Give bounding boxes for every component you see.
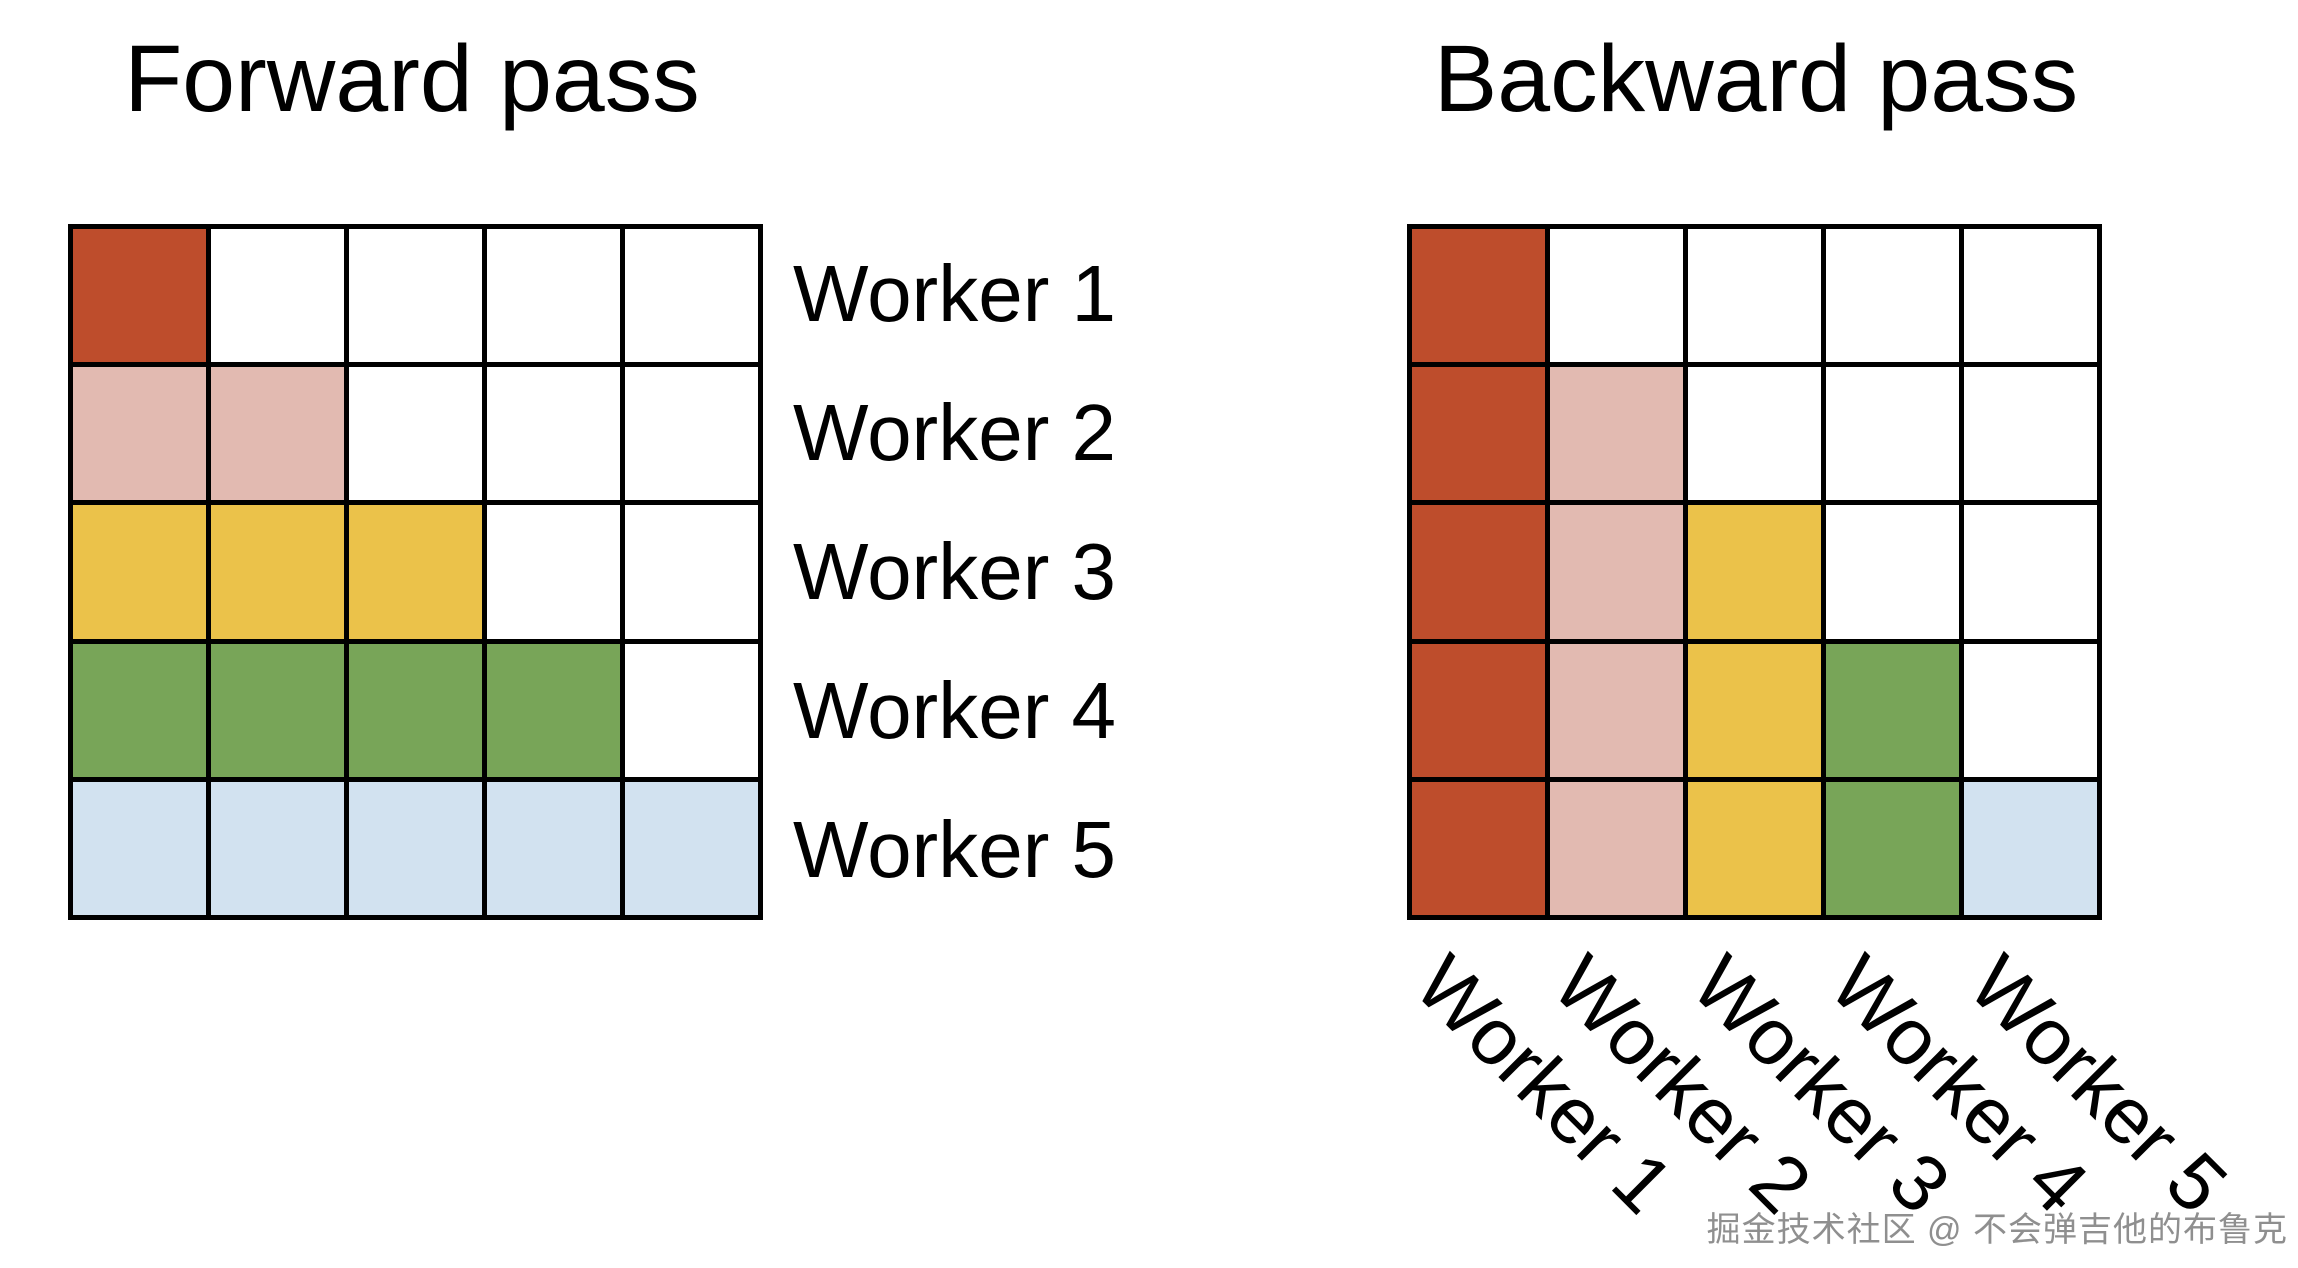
backward-cell-r3c2 (1550, 505, 1683, 639)
backward-cell-r4c2 (1550, 643, 1683, 777)
forward-cell-r5c1 (73, 781, 206, 915)
forward-cell-r3c4 (487, 505, 620, 639)
forward-cell-r4c4 (487, 643, 620, 777)
backward-cell-r5c4 (1826, 781, 1959, 915)
forward-cell-r3c5 (625, 505, 758, 639)
backward-cell-r4c3 (1688, 643, 1821, 777)
backward-pass-grid (1407, 224, 2102, 920)
backward-cell-r3c5 (1964, 505, 2097, 639)
forward-cell-r2c5 (625, 367, 758, 501)
forward-row-label-5: Worker 5 (793, 805, 1117, 895)
backward-cell-r4c1 (1412, 643, 1545, 777)
forward-cell-r2c3 (349, 367, 482, 501)
backward-cell-r2c3 (1688, 367, 1821, 501)
forward-row-label-4: Worker 4 (793, 666, 1117, 756)
forward-cell-r4c1 (73, 643, 206, 777)
backward-cell-r1c2 (1550, 229, 1683, 363)
forward-cell-r2c4 (487, 367, 620, 501)
backward-cell-r3c1 (1412, 505, 1545, 639)
forward-cell-r3c3 (349, 505, 482, 639)
backward-cell-r5c3 (1688, 781, 1821, 915)
forward-cell-r5c3 (349, 781, 482, 915)
forward-cell-r5c2 (211, 781, 344, 915)
backward-cell-r2c2 (1550, 367, 1683, 501)
backward-cell-r2c5 (1964, 367, 2097, 501)
forward-cell-r4c5 (625, 643, 758, 777)
forward-cell-r2c1 (73, 367, 206, 501)
backward-cell-r4c5 (1964, 643, 2097, 777)
forward-row-label-1: Worker 1 (793, 248, 1117, 338)
backward-cell-r5c5 (1964, 781, 2097, 915)
forward-cell-r1c2 (211, 229, 344, 363)
forward-pass-title: Forward pass (124, 26, 700, 132)
forward-cell-r2c2 (211, 367, 344, 501)
forward-pass-grid (68, 224, 763, 920)
forward-cell-r5c4 (487, 781, 620, 915)
forward-cell-r1c1 (73, 229, 206, 363)
watermark-text: 掘金技术社区 @ 不会弹吉他的布鲁克 (1706, 1211, 2288, 1249)
backward-cell-r1c1 (1412, 229, 1545, 363)
backward-cell-r3c4 (1826, 505, 1959, 639)
forward-cell-r3c2 (211, 505, 344, 639)
forward-cell-r4c2 (211, 643, 344, 777)
forward-cell-r1c3 (349, 229, 482, 363)
backward-cell-r4c4 (1826, 643, 1959, 777)
backward-cell-r1c3 (1688, 229, 1821, 363)
backward-cell-r3c3 (1688, 505, 1821, 639)
forward-row-label-2: Worker 2 (793, 387, 1117, 477)
backward-cell-r2c1 (1412, 367, 1545, 501)
forward-cell-r5c5 (625, 781, 758, 915)
backward-pass-title: Backward pass (1433, 26, 2079, 132)
backward-cell-r2c4 (1826, 367, 1959, 501)
backward-cell-r1c4 (1826, 229, 1959, 363)
forward-cell-r1c5 (625, 229, 758, 363)
backward-cell-r1c5 (1964, 229, 2097, 363)
backward-cell-r5c1 (1412, 781, 1545, 915)
backward-cell-r5c2 (1550, 781, 1683, 915)
forward-row-label-3: Worker 3 (793, 526, 1117, 616)
forward-cell-r1c4 (487, 229, 620, 363)
forward-cell-r3c1 (73, 505, 206, 639)
forward-cell-r4c3 (349, 643, 482, 777)
